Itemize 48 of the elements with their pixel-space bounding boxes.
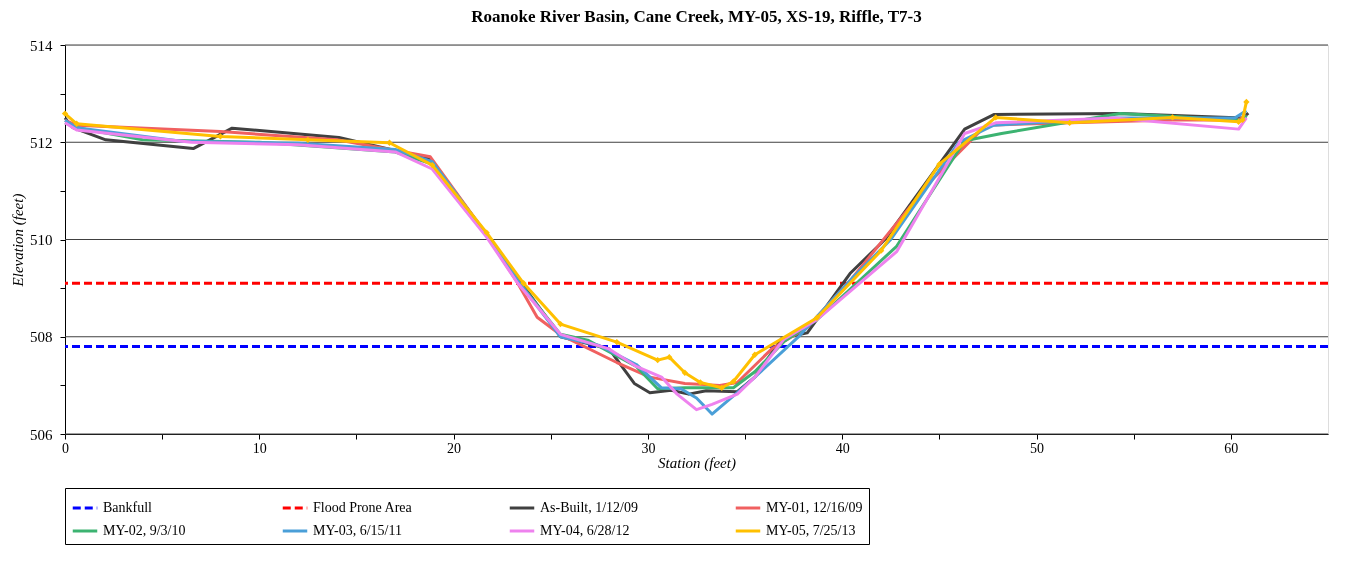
point xyxy=(1243,98,1250,106)
point xyxy=(61,110,69,117)
point xyxy=(520,280,527,287)
x-tick-label: 20 xyxy=(447,440,462,456)
legend-label: Flood Prone Area xyxy=(313,500,413,515)
point xyxy=(877,247,885,254)
legend-label: MY-03, 6/15/11 xyxy=(313,523,402,538)
chart-title: Roanoke River Basin, Cane Creek, MY-05, XS-19, Riffle, T7-3 xyxy=(471,7,922,26)
point xyxy=(429,161,436,169)
point xyxy=(697,379,704,386)
point xyxy=(751,351,758,358)
point xyxy=(1235,118,1242,125)
x-axis-title: Station (feet) xyxy=(658,454,736,472)
point xyxy=(666,354,673,361)
x-tick-label: 30 xyxy=(641,440,656,456)
legend-label: Bankfull xyxy=(103,500,153,515)
point xyxy=(217,133,224,140)
point xyxy=(813,314,821,321)
x-tick-label: 60 xyxy=(1224,440,1239,456)
point xyxy=(386,139,393,146)
point xyxy=(681,369,688,376)
y-tick-label: 512 xyxy=(30,134,53,151)
point xyxy=(1066,119,1073,126)
point xyxy=(936,160,943,168)
y-tick-label: 514 xyxy=(30,37,53,54)
legend-label: MY-04, 6/28/12 xyxy=(540,523,630,538)
x-tick-label: 50 xyxy=(1030,440,1045,456)
y-tick-label: 506 xyxy=(30,426,53,443)
point xyxy=(613,338,620,346)
legend-label: MY-01, 12/16/09 xyxy=(766,500,863,515)
point xyxy=(1169,114,1176,121)
legend-label: As-Built, 1/12/09 xyxy=(540,500,639,515)
y-tick-label: 510 xyxy=(30,232,53,248)
y-axis-title: Elevation (feet) xyxy=(10,193,27,288)
x-tick-label: 0 xyxy=(62,440,69,456)
point xyxy=(483,229,490,236)
point xyxy=(730,378,737,385)
x-tick-label: 40 xyxy=(835,440,850,456)
x-tick-label: 10 xyxy=(252,440,267,456)
point xyxy=(1239,116,1246,124)
point xyxy=(992,114,999,121)
legend-label: MY-05, 7/25/13 xyxy=(766,523,856,538)
point xyxy=(654,356,661,364)
point xyxy=(718,384,725,391)
point xyxy=(557,320,564,328)
point xyxy=(73,120,80,127)
y-tick-label: 508 xyxy=(30,329,53,346)
legend-label: MY-02, 9/3/10 xyxy=(103,523,186,538)
